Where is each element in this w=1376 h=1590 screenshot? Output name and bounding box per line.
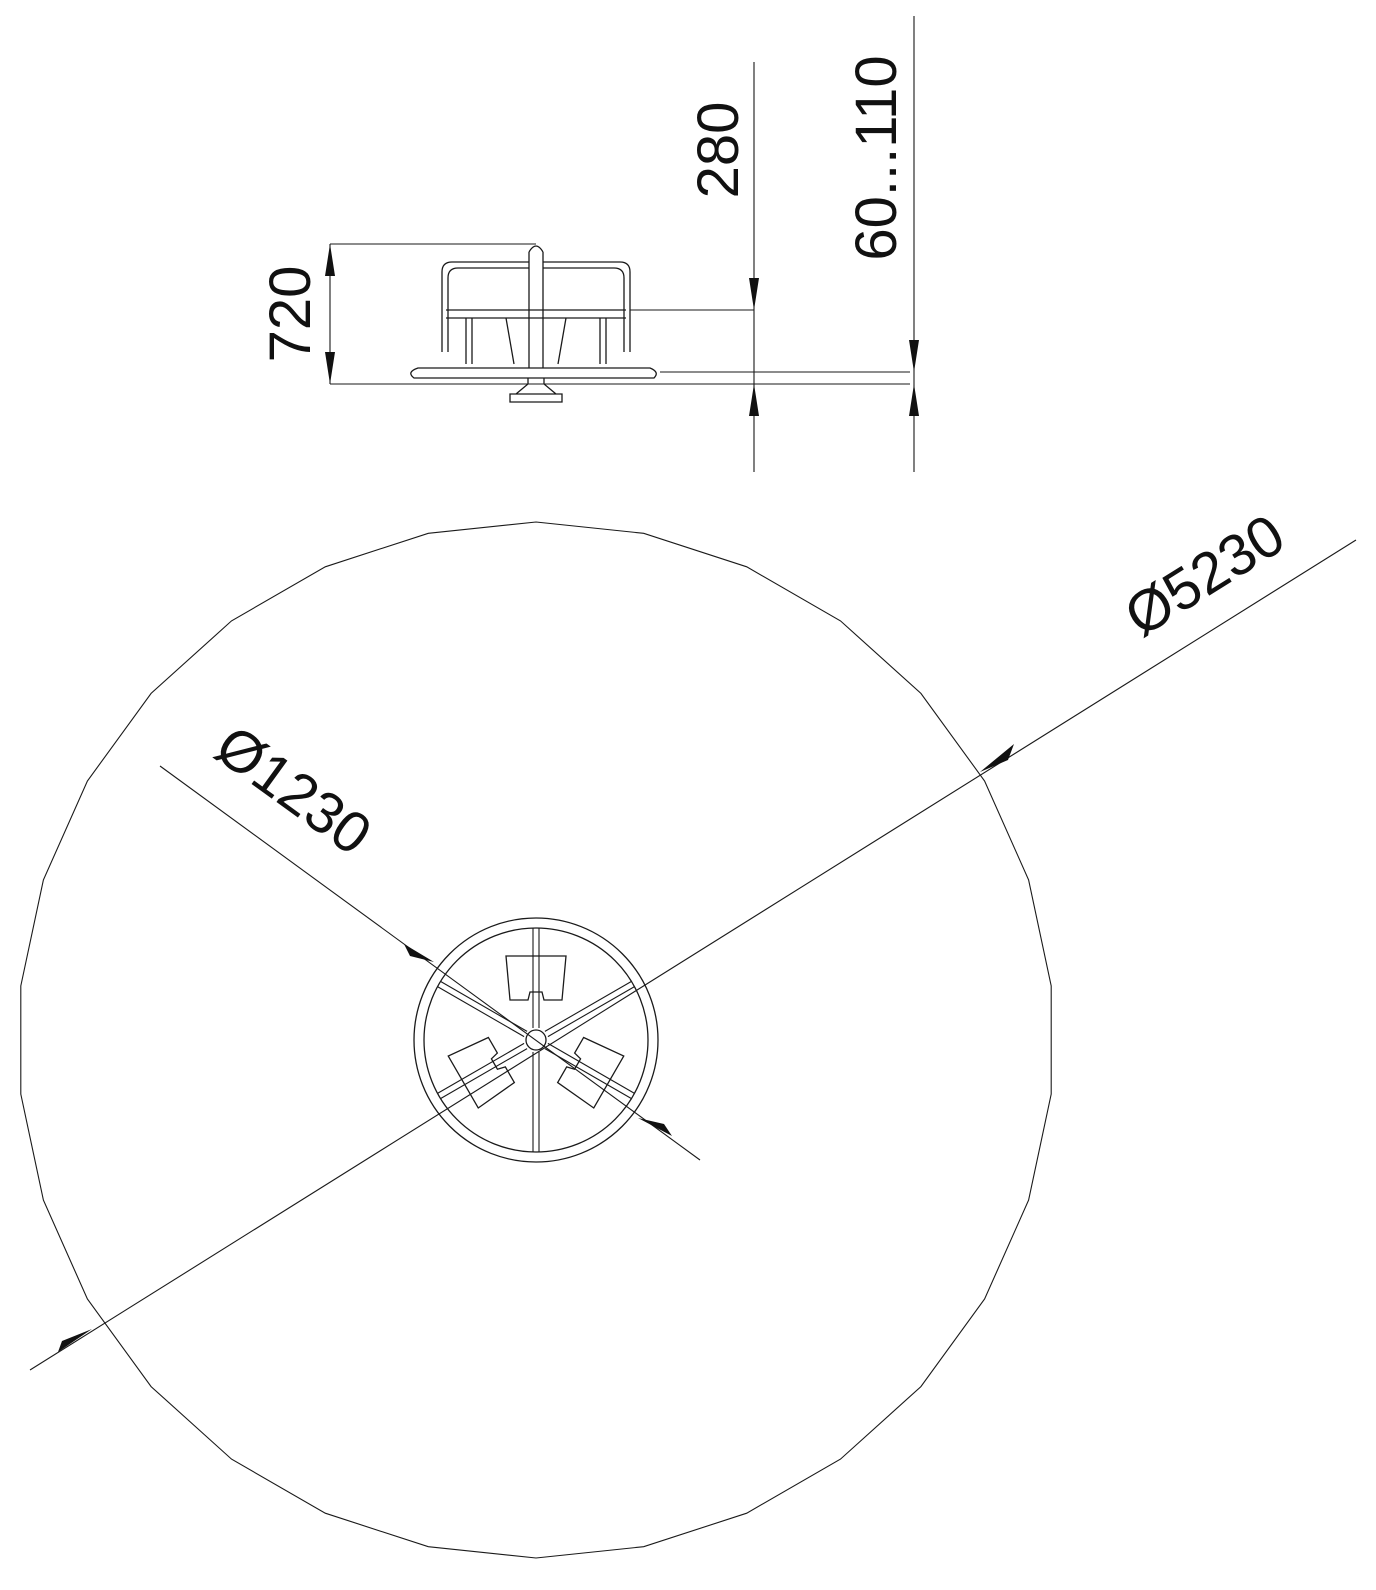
spoke-line bbox=[440, 1048, 528, 1100]
dimension-ground-clearance: 60...110 bbox=[844, 16, 919, 472]
label-720: 720 bbox=[258, 266, 323, 363]
spoke-line bbox=[437, 1042, 525, 1094]
spoke-line bbox=[544, 980, 632, 1032]
seat bbox=[505, 955, 567, 1001]
dimension-height-720: 720 bbox=[258, 244, 335, 384]
platform-spokes bbox=[437, 928, 635, 1152]
carousel-platform bbox=[410, 367, 657, 379]
safety-area-outline bbox=[20, 521, 1052, 1559]
plan-view: Ø5230 Ø1230 bbox=[20, 502, 1357, 1559]
seat-supports bbox=[465, 317, 607, 365]
center-pole bbox=[528, 245, 544, 368]
center-hub bbox=[525, 1029, 547, 1051]
platform-seats bbox=[447, 955, 625, 1109]
label-safety-diameter: Ø5230 bbox=[1114, 502, 1296, 649]
label-platform-diameter: Ø1230 bbox=[204, 713, 383, 868]
spoke-line bbox=[547, 986, 635, 1038]
spoke-line bbox=[437, 986, 525, 1038]
platform-outer-circle bbox=[413, 917, 659, 1163]
dimension-safety-diameter: Ø5230 bbox=[29, 502, 1357, 1371]
spoke-line bbox=[547, 1042, 635, 1094]
dimension-seat-to-top-280: 280 bbox=[686, 62, 759, 472]
seat bbox=[447, 1036, 516, 1109]
side-elevation: 720 280 60...110 bbox=[258, 16, 919, 472]
platform-inner-circle bbox=[423, 927, 649, 1153]
dimension-platform-diameter: Ø1230 bbox=[159, 713, 701, 1161]
foundation-base bbox=[509, 378, 563, 403]
grab-rail-frame bbox=[441, 261, 631, 352]
seat-board bbox=[446, 309, 626, 319]
label-280: 280 bbox=[686, 102, 751, 199]
label-ground-clearance: 60...110 bbox=[844, 55, 909, 260]
seat bbox=[556, 1036, 625, 1109]
